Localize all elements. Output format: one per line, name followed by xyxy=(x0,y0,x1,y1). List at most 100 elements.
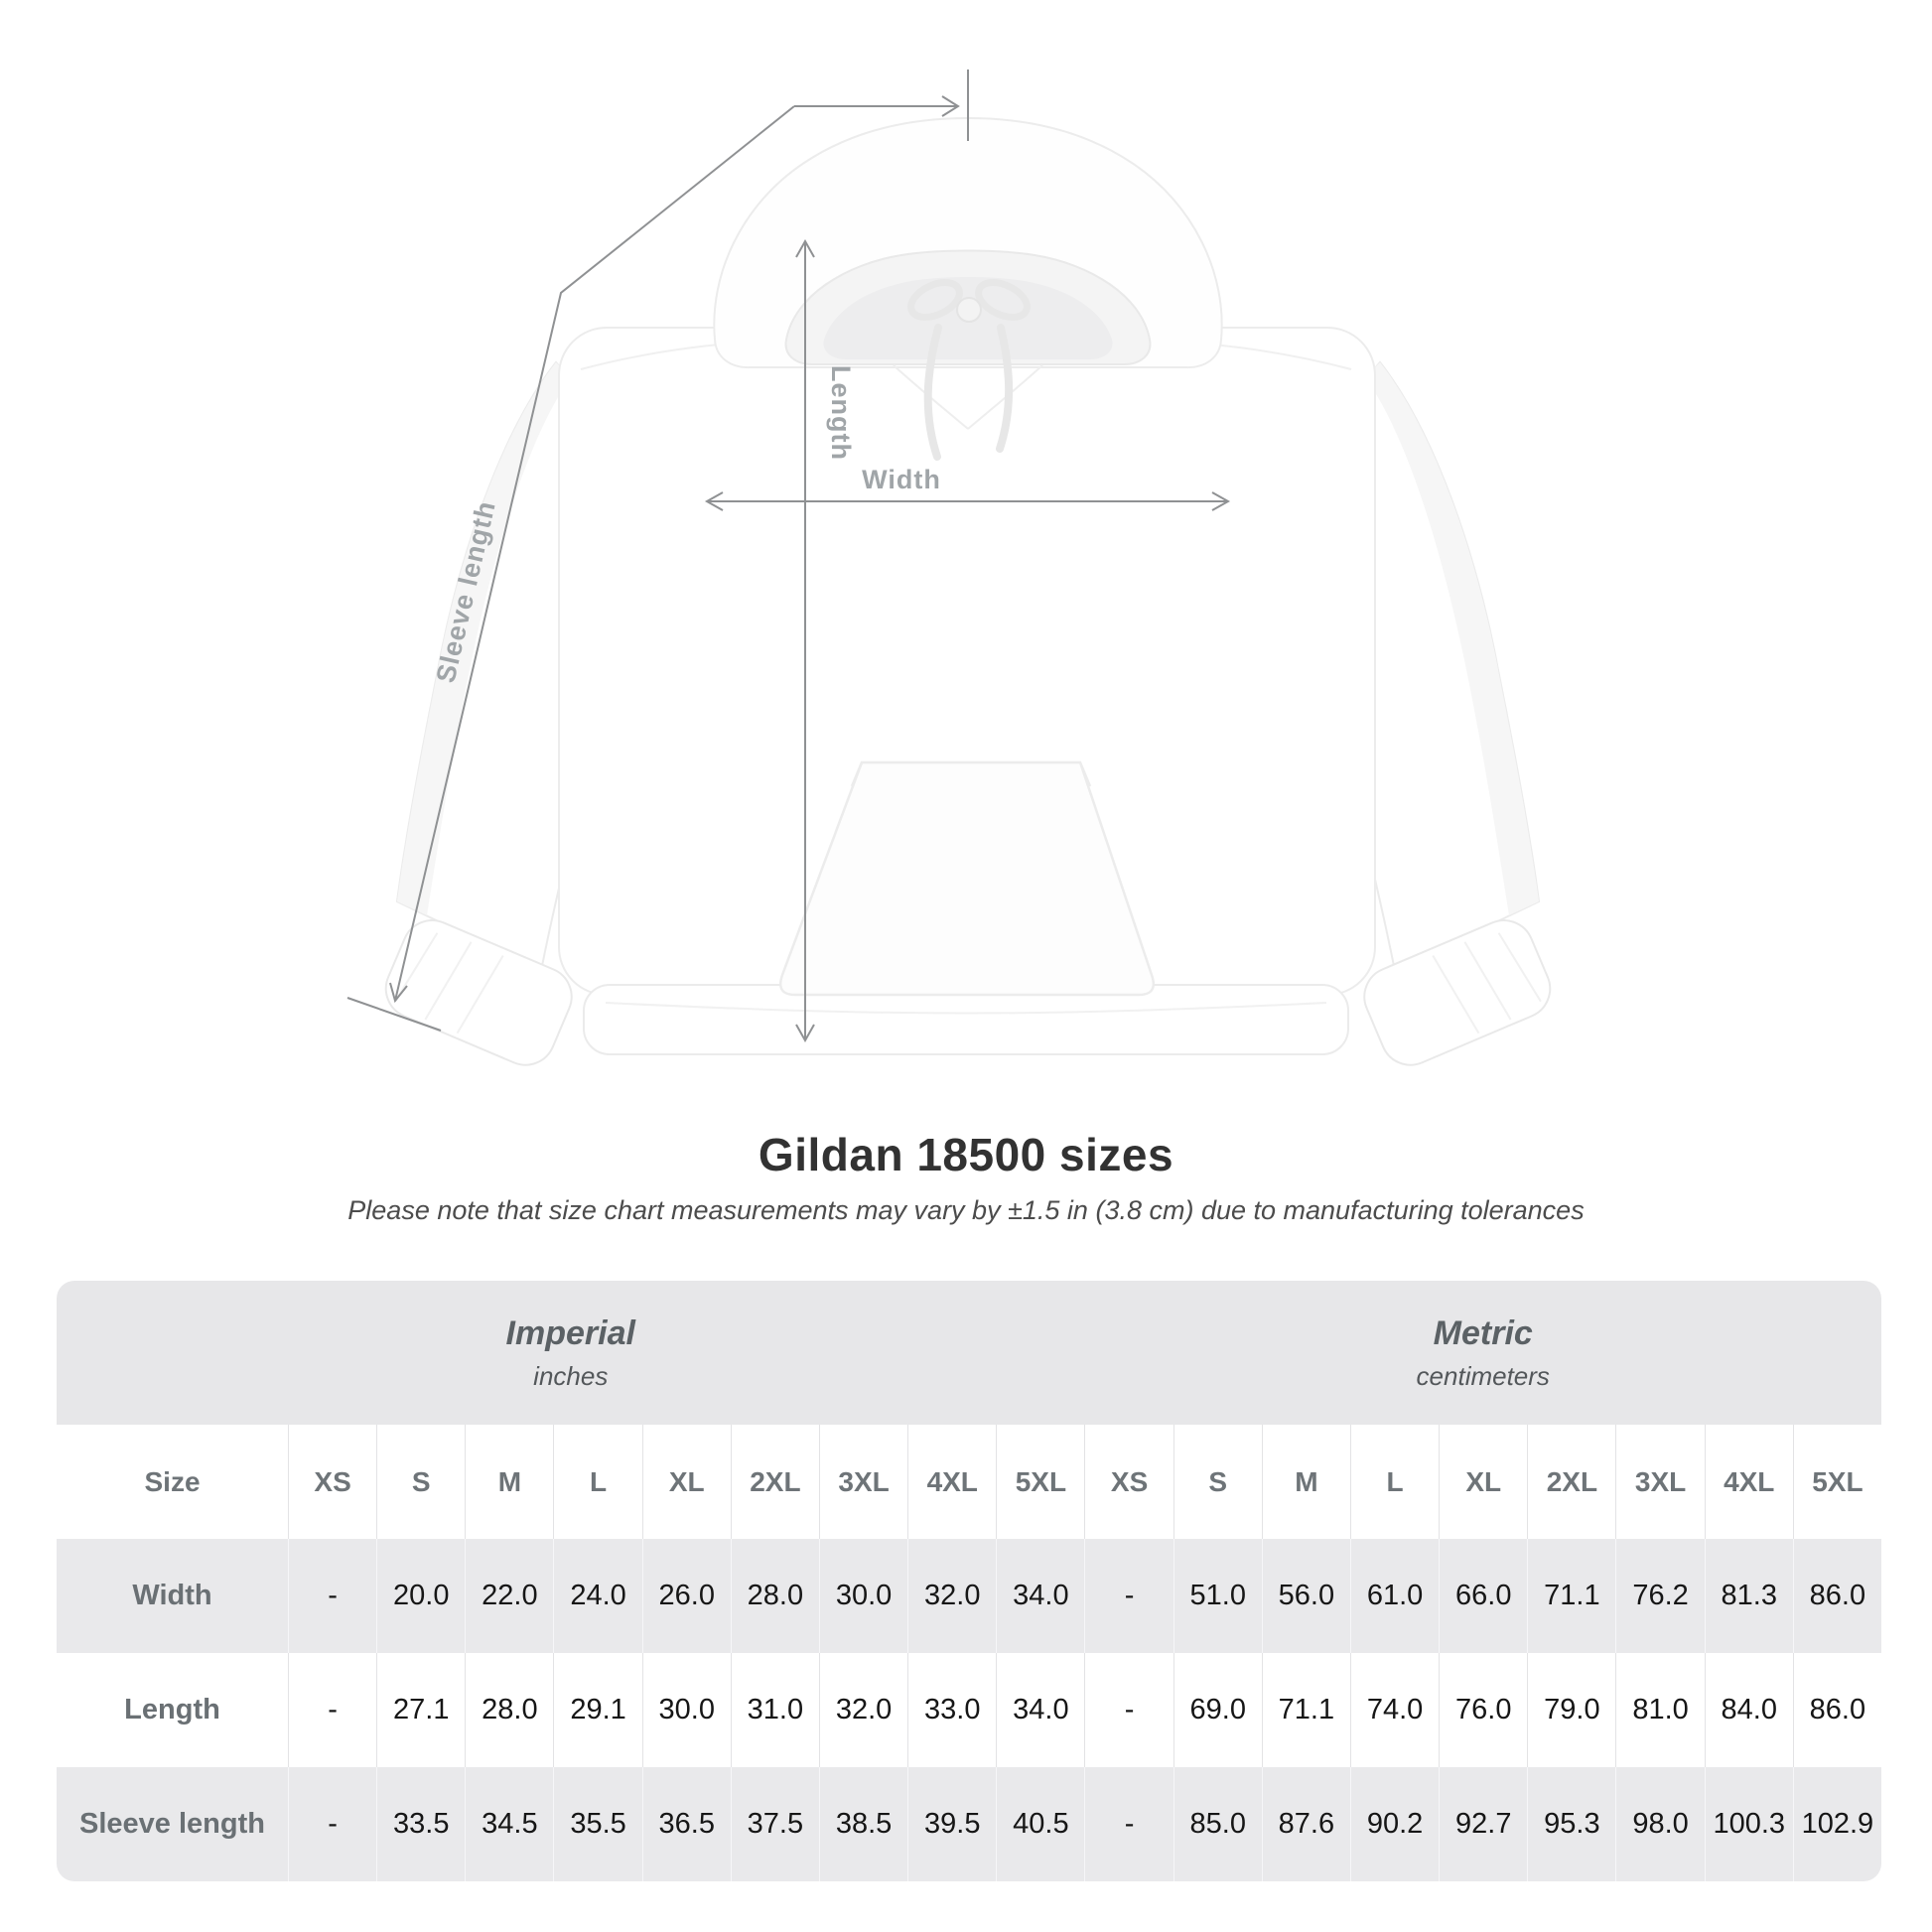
value-cell: 71.1 xyxy=(1261,1653,1350,1767)
size-col-header: 4XL xyxy=(907,1425,997,1539)
value-cell: 37.5 xyxy=(730,1767,819,1881)
cuff-rib-line xyxy=(424,941,473,1021)
value-cell: 76.0 xyxy=(1439,1653,1528,1767)
value-cell: 98.0 xyxy=(1615,1767,1705,1881)
size-col-header: 4XL xyxy=(1704,1425,1793,1539)
pocket-notch-left xyxy=(850,761,864,787)
unit-header-row: Imperial inches Metric centimeters xyxy=(57,1281,1881,1425)
sleeve-arrow-right-icon xyxy=(941,95,960,117)
size-col-header: 3XL xyxy=(1615,1425,1705,1539)
value-cell: 74.0 xyxy=(1349,1653,1440,1767)
hoodie-left-cuff xyxy=(384,919,573,1066)
unit-header-metric: Metric centimeters xyxy=(1085,1281,1882,1425)
value-cell: 27.1 xyxy=(376,1653,466,1767)
width-arrow-right-icon xyxy=(1211,491,1231,511)
value-cell: 34.0 xyxy=(996,1653,1085,1767)
row-label: Width xyxy=(57,1539,288,1653)
value-cell: - xyxy=(1084,1653,1173,1767)
imperial-sublabel: inches xyxy=(533,1360,609,1391)
length-arrow-up-icon xyxy=(795,238,815,258)
value-cell: 85.0 xyxy=(1173,1767,1262,1881)
size-col-header: 2XL xyxy=(730,1425,819,1539)
cuff-rib-line xyxy=(456,954,504,1035)
value-cell: 51.0 xyxy=(1173,1539,1262,1653)
value-cell: 28.0 xyxy=(730,1539,819,1653)
hoodie-pocket xyxy=(778,760,1156,997)
value-cell: 95.3 xyxy=(1527,1767,1616,1881)
size-col-header: XL xyxy=(641,1425,731,1539)
metric-sublabel: centimeters xyxy=(1416,1360,1550,1391)
imperial-label: Imperial xyxy=(505,1313,635,1352)
size-col-header: L xyxy=(553,1425,642,1539)
value-cell: 24.0 xyxy=(553,1539,642,1653)
size-col-header: L xyxy=(1349,1425,1440,1539)
unit-header-imperial: Imperial inches xyxy=(57,1281,1085,1425)
hoodie-right-sleeve-shade xyxy=(1365,362,1539,915)
value-cell: 22.0 xyxy=(465,1539,554,1653)
hoodie-vneck-seam-left xyxy=(893,364,969,430)
length-label: Length xyxy=(826,365,856,461)
value-cell: 33.0 xyxy=(907,1653,997,1767)
sleeve-arrow-down-icon xyxy=(389,982,408,1004)
cuff-rib-line xyxy=(1463,941,1512,1021)
value-cell: - xyxy=(288,1539,377,1653)
value-cell: - xyxy=(288,1653,377,1767)
size-table: Imperial inches Metric centimeters Size X… xyxy=(57,1281,1881,1881)
size-col-header: M xyxy=(1261,1425,1350,1539)
value-cell: 86.0 xyxy=(1792,1539,1881,1653)
value-cell: 90.2 xyxy=(1349,1767,1440,1881)
hoodie-bow-knot xyxy=(956,297,982,323)
value-cell: - xyxy=(288,1767,377,1881)
value-cell: 81.0 xyxy=(1615,1653,1705,1767)
value-cell: 92.7 xyxy=(1439,1767,1528,1881)
cuff-rib-line xyxy=(394,932,439,1003)
value-cell: 35.5 xyxy=(553,1767,642,1881)
hoodie-bow-loop-right xyxy=(975,279,1031,321)
value-cell: 40.5 xyxy=(996,1767,1085,1881)
size-col-header: S xyxy=(376,1425,466,1539)
value-cell: - xyxy=(1084,1539,1173,1653)
value-cell: 79.0 xyxy=(1527,1653,1616,1767)
value-cell: 76.2 xyxy=(1615,1539,1705,1653)
width-arrow-left-icon xyxy=(704,491,724,511)
row-label: Length xyxy=(57,1653,288,1767)
hoodie-bow-loop-left xyxy=(907,279,963,321)
cuff-rib-line xyxy=(1497,932,1542,1003)
value-cell: 30.0 xyxy=(641,1653,731,1767)
pocket-notch-right xyxy=(1078,761,1092,787)
size-col-header: XS xyxy=(1084,1425,1173,1539)
sleeve-end-tick xyxy=(346,997,442,1032)
hoodie-vneck-seam-right xyxy=(967,364,1043,430)
value-cell: - xyxy=(1084,1767,1173,1881)
value-cell: 71.1 xyxy=(1527,1539,1616,1653)
hoodie-illustration xyxy=(384,116,1552,1066)
value-cell: 61.0 xyxy=(1349,1539,1440,1653)
value-cell: 102.9 xyxy=(1792,1767,1881,1881)
measurement-lines xyxy=(346,69,1231,1043)
size-col-header: S xyxy=(1173,1425,1262,1539)
value-cell: 20.0 xyxy=(376,1539,466,1653)
value-cell: 33.5 xyxy=(376,1767,466,1881)
value-cell: 34.0 xyxy=(996,1539,1085,1653)
width-label: Width xyxy=(862,465,941,494)
hoodie-hem-stitch xyxy=(605,1002,1327,1015)
sleeve-diagonal-line xyxy=(394,105,795,1002)
page-subtitle: Please note that size chart measurements… xyxy=(347,1195,1585,1225)
value-cell: 81.3 xyxy=(1704,1539,1793,1653)
value-cell: 38.5 xyxy=(818,1767,908,1881)
size-header-cell: Size xyxy=(57,1425,288,1539)
cuff-rib-line xyxy=(1432,954,1480,1035)
size-table-grid: Size XS S M L XL 2XL 3XL 4XL 5XL XS S M L XL 2XL 3XL 4XL 5… xyxy=(57,1425,1881,1881)
hoodie-right-cuff xyxy=(1363,919,1552,1066)
hoodie-figure-svg: Length Width Sleeve length xyxy=(346,69,1552,1066)
metric-label: Metric xyxy=(1433,1313,1533,1352)
length-arrow-down-icon xyxy=(795,1024,815,1043)
size-col-header: XL xyxy=(1439,1425,1528,1539)
size-col-header: 5XL xyxy=(996,1425,1085,1539)
hoodie-measurement-figure: Length Width Sleeve length xyxy=(346,69,1552,1066)
value-cell: 84.0 xyxy=(1704,1653,1793,1767)
value-cell: 36.5 xyxy=(641,1767,731,1881)
value-cell: 39.5 xyxy=(907,1767,997,1881)
value-cell: 69.0 xyxy=(1173,1653,1262,1767)
value-cell: 34.5 xyxy=(465,1767,554,1881)
